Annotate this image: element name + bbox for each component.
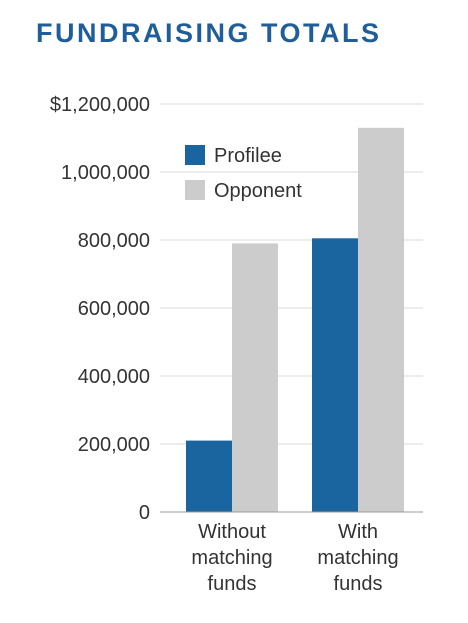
legend-label-opponent: Opponent — [214, 180, 302, 202]
y-tick-label: 600,000 — [78, 298, 150, 320]
y-tick-label: $1,200,000 — [50, 94, 150, 116]
y-tick-label: 400,000 — [78, 366, 150, 388]
chart-title: FUNDRAISING TOTALS — [36, 18, 382, 48]
y-tick-label: 800,000 — [78, 230, 150, 252]
y-tick-label: 1,000,000 — [61, 162, 150, 184]
y-tick-label: 0 — [139, 502, 150, 524]
x-category-label: With — [338, 521, 378, 543]
bars — [186, 127, 404, 513]
legend-swatch-profilee — [185, 145, 205, 165]
x-category-label: matching — [191, 547, 272, 569]
axis-labels: 0 200,000 400,000 600,000 800,000 1,000,000 $1… — [50, 94, 399, 595]
x-category-label: matching — [317, 547, 398, 569]
x-category-label: funds — [334, 573, 383, 595]
legend-label-profilee: Profilee — [214, 145, 282, 167]
y-tick-label: 200,000 — [78, 434, 150, 456]
x-category-label: funds — [208, 573, 257, 595]
legend: Profilee Opponent — [185, 145, 302, 202]
bar-profilee — [186, 440, 232, 512]
bar-opponent — [358, 127, 404, 513]
x-category-label: Without — [198, 521, 266, 543]
bar-profilee — [312, 238, 358, 513]
bar-opponent — [232, 243, 278, 512]
legend-swatch-opponent — [185, 180, 205, 200]
